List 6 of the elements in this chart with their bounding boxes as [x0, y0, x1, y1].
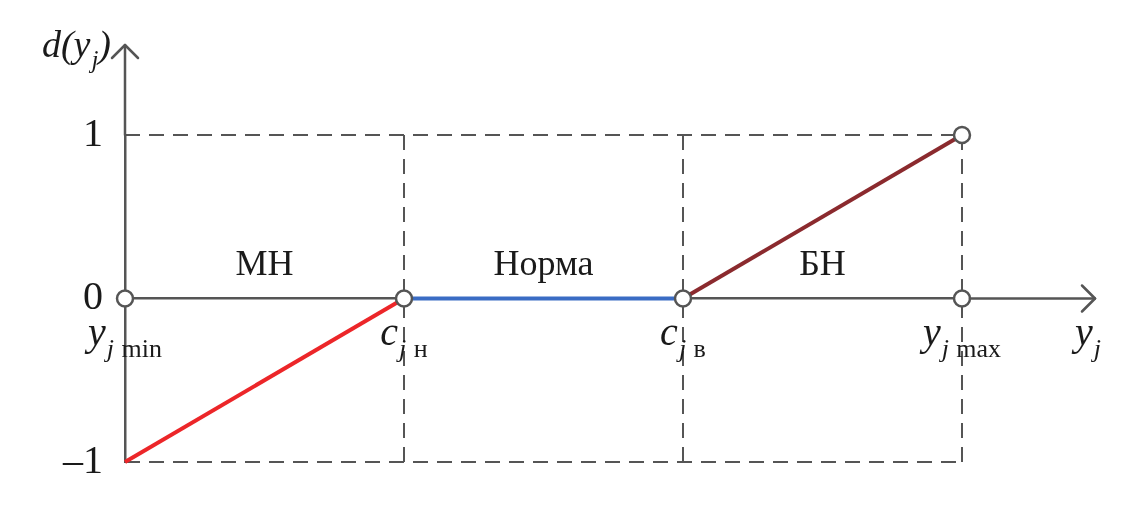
annotation: МН	[235, 242, 294, 283]
annotation: Норма	[493, 242, 594, 283]
y-tick-label: 1	[83, 109, 103, 155]
y-tick-label: 0	[83, 273, 103, 318]
annotation: БН	[799, 242, 846, 283]
y-tick-label: –1	[62, 436, 103, 482]
